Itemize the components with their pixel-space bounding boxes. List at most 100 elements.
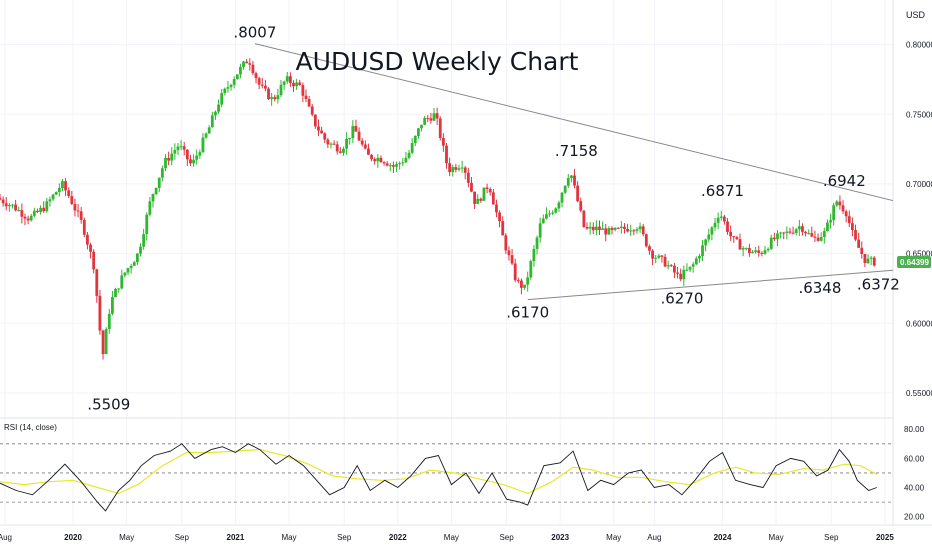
candle-up (32, 210, 36, 216)
candle-up (11, 204, 14, 206)
time-tick-label: Sep (824, 533, 839, 542)
candle-up (285, 76, 289, 82)
candle-down (273, 97, 277, 100)
candle-up (713, 222, 717, 228)
candle-down (67, 190, 71, 197)
candle-up (154, 187, 158, 195)
candle-down (479, 198, 483, 201)
candle-up (104, 329, 108, 355)
candle-up (423, 118, 427, 125)
candle-down (782, 232, 786, 234)
rsi-tick-label: 60.00 (904, 454, 925, 463)
candle-down (816, 237, 820, 241)
rsi-tick-label: 20.00 (904, 513, 925, 522)
candle-down (64, 181, 67, 191)
candle-up (342, 148, 345, 153)
candle-down (851, 223, 854, 231)
candle-up (51, 194, 55, 200)
candle-down (36, 210, 39, 213)
candle-up (532, 248, 536, 262)
candle-down (254, 73, 258, 79)
candle-up (526, 277, 530, 285)
time-tick-label: May (281, 533, 296, 542)
candle-down (844, 211, 848, 217)
price-grid (0, 0, 893, 524)
candle-down (445, 145, 448, 164)
candle-up (666, 265, 670, 267)
candle-down (426, 118, 430, 120)
candle-down (338, 151, 342, 153)
candle-up (457, 168, 461, 170)
candle-down (488, 189, 492, 193)
candle-down (20, 210, 24, 217)
candle-up (460, 167, 464, 169)
candle-up (170, 153, 174, 161)
candle-down (838, 201, 842, 206)
time-tick-label: May (606, 533, 621, 542)
candle-up (482, 187, 486, 201)
candle-up (29, 215, 33, 221)
candle-up (229, 84, 233, 88)
candle-down (579, 201, 583, 211)
candle-down (182, 146, 186, 150)
lower-trendline[interactable] (527, 269, 894, 301)
candle-up (282, 81, 286, 85)
candle-up (638, 226, 642, 230)
candle-up (220, 93, 224, 105)
candle-down (676, 272, 679, 274)
candle-up (164, 157, 167, 169)
candle-up (569, 175, 573, 179)
time-tick-label: Sep (337, 533, 352, 542)
candle-up (111, 296, 114, 314)
candle-up (17, 210, 21, 212)
candle-up (635, 229, 639, 231)
candle-up (226, 87, 230, 89)
rsi-ma-line (0, 448, 878, 495)
candle-up (401, 162, 405, 164)
candle-up (416, 128, 420, 136)
candle-up (538, 223, 542, 238)
candle-up (179, 146, 183, 148)
candle-up (207, 127, 211, 134)
candle-down (357, 131, 361, 141)
candle-up (548, 213, 551, 215)
candle-down (326, 139, 330, 145)
candle-down (791, 232, 795, 234)
candle-up (192, 159, 195, 164)
rsi-indicator-label[interactable]: RSI (14, close) (4, 423, 57, 432)
candle-down (267, 88, 270, 100)
candle-down (435, 113, 439, 119)
candle-up (117, 288, 121, 290)
candle-up (716, 217, 720, 223)
candle-up (39, 207, 42, 213)
candle-down (288, 76, 292, 83)
candle-down (245, 61, 249, 64)
rsi-tick-label: 40.00 (904, 484, 925, 493)
time-tick-label: 2025 (876, 533, 894, 542)
candle-down (1, 199, 5, 204)
candle-up (61, 181, 64, 189)
candle-down (73, 204, 77, 211)
time-tick-label: May (119, 533, 134, 542)
candle-down (747, 248, 751, 254)
currency-label[interactable]: USD (906, 10, 926, 20)
candle-down (92, 251, 96, 270)
upper-trendline[interactable] (254, 43, 894, 202)
candle-up (832, 205, 836, 221)
price-annotation: .8007 (233, 24, 276, 42)
candle-up (135, 253, 139, 263)
time-tick-label: 2021 (227, 533, 245, 542)
candle-down (669, 265, 673, 267)
candle-up (563, 185, 567, 193)
price-annotation: .6871 (701, 182, 744, 200)
candle-down (373, 159, 377, 162)
candle-down (863, 254, 867, 263)
candle-up (785, 231, 789, 234)
last-price-label: 0.64399 (900, 258, 929, 267)
candle-down (648, 246, 651, 251)
candle-down (501, 221, 505, 236)
candle-up (710, 227, 714, 235)
